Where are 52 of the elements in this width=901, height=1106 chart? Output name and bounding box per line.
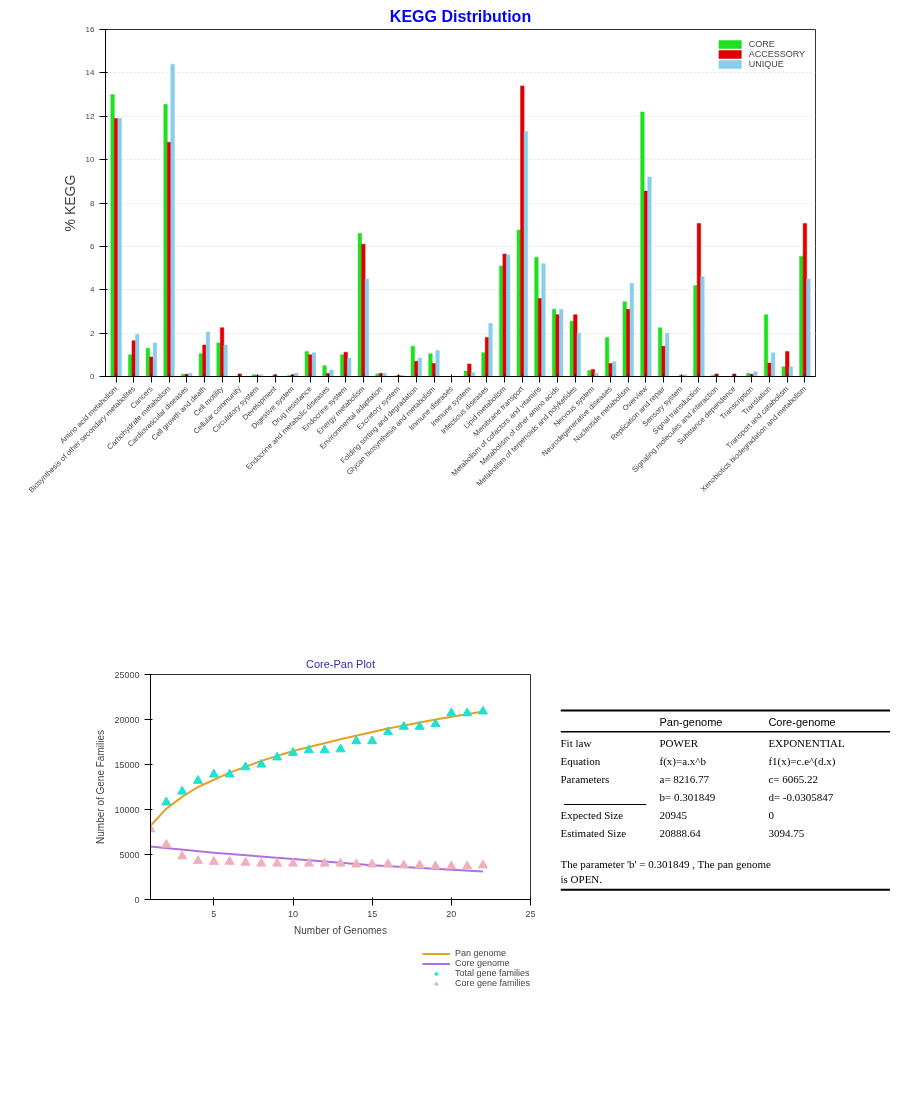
text: b= 0.301849: [659, 791, 716, 803]
text: 20888.64: [659, 826, 701, 839]
legend-label: UNIQUE: [748, 59, 784, 69]
y-tick-label: 2: [90, 328, 96, 338]
x-tick-label: 25: [525, 908, 536, 919]
y-tick-label: 0: [90, 372, 96, 381]
legend-label: CORE: [748, 39, 775, 49]
y-tick-label: 10000: [114, 804, 140, 815]
y-tick-label: 4: [90, 285, 96, 295]
y-tick-label: 5000: [119, 849, 140, 860]
category-label: Expected Size: [560, 809, 624, 821]
y-tick-label: 14: [85, 68, 96, 78]
x-tick-label: 20: [446, 908, 457, 919]
text: 0: [768, 808, 774, 821]
chart-title: KEGG Distribution: [389, 7, 532, 25]
category-label: Core-genome: [768, 715, 836, 728]
legend-label: Core genome: [454, 958, 510, 968]
legend-label: Core gene families: [454, 978, 530, 988]
text: d= -0.0305847: [768, 791, 834, 803]
y-tick-label: 0: [134, 894, 140, 905]
x-tick-label: 10: [287, 908, 299, 919]
chart-title: Core-Pan Plot: [305, 657, 376, 670]
x-tick-label: 15: [367, 908, 378, 919]
text: The parameter 'b' = 0.301849 , The pan genome is OPEN.: [560, 857, 771, 885]
y-axis-title: Number of Gene Families: [95, 730, 107, 844]
text: 3094.75: [768, 826, 805, 839]
legend-label: ACCESSORY: [748, 49, 805, 59]
y-tick-label: 12: [85, 111, 96, 121]
x-axis-title: Number of Genomes: [294, 924, 387, 936]
category-label: Fit law: [560, 737, 592, 749]
category-label: Estimated Size: [560, 827, 627, 839]
y-tick-label: 16: [85, 25, 96, 34]
text: EXPONENTIAL: [768, 737, 845, 749]
category-label: Pan-genome: [659, 715, 723, 728]
x-tick-label: 5: [211, 908, 217, 919]
y-axis-title: % KEGG: [61, 174, 78, 232]
category-label: Equation: [560, 755, 601, 767]
legend-label: Total gene families: [454, 968, 530, 978]
text: 20945: [659, 808, 687, 821]
category-label: Parameters: [560, 773, 610, 785]
y-tick-label: 10: [85, 155, 96, 165]
legend-label: Pan genome: [454, 948, 506, 958]
y-tick-label: 6: [90, 241, 96, 251]
y-tick-label: 15000: [114, 759, 140, 770]
y-tick-label: 20000: [114, 714, 140, 725]
text: POWER: [659, 737, 698, 749]
text: a= 8216.77: [659, 773, 710, 785]
text: f(x)=a.x^b: [659, 755, 706, 767]
text: c= 6065.22: [768, 773, 818, 785]
y-tick-label: 8: [90, 198, 96, 208]
y-tick-label: 25000: [114, 669, 140, 680]
text: f1(x)=c.e^(d.x): [768, 755, 836, 767]
